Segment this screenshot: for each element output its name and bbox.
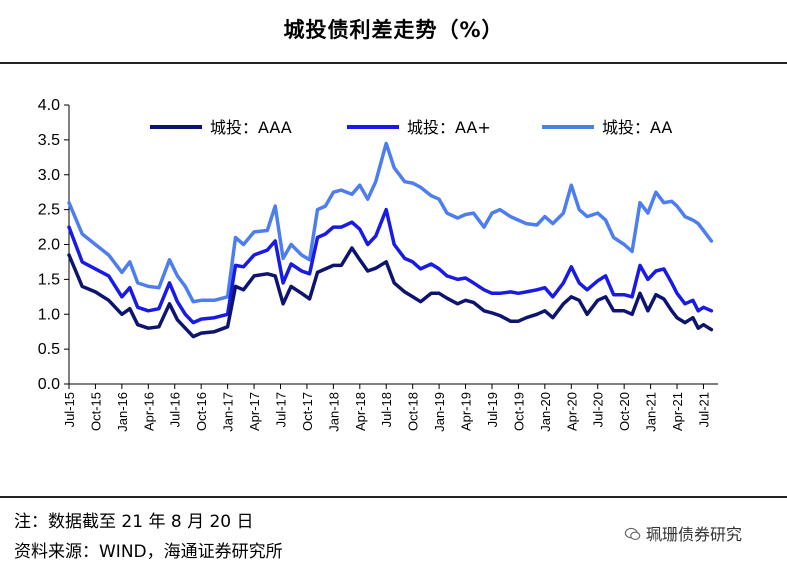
x-tick-label: Oct-18 [406, 392, 421, 431]
x-tick-label: Oct-15 [88, 392, 103, 431]
x-tick-label: Jul-17 [273, 392, 288, 427]
title-bar [0, 0, 787, 64]
x-tick-label: Jan-17 [221, 392, 236, 432]
series-line [67, 141, 714, 304]
y-tick-label: 0.5 [38, 341, 60, 358]
x-tick-label: Jan-20 [538, 392, 553, 432]
x-tick-label: Jan-18 [326, 392, 341, 432]
line-chart: 0.0 0.5 1.0 1.5 2.0 2.5 3.0 3.5 4.0 Jul-15 Oct-15 J… [38, 97, 718, 432]
x-tick-label: Oct-17 [300, 392, 315, 431]
x-tick-label: Apr-16 [141, 392, 156, 431]
y-tick-label: 3.0 [38, 167, 60, 184]
y-tick-label: 1.0 [38, 306, 60, 323]
legend-label: 城投：AA [602, 118, 672, 137]
x-tick-label: Jul-18 [379, 392, 394, 427]
legend-label: 城投：AA+ [407, 118, 491, 137]
source-note: 资料来源：WIND，海通证券研究所 [14, 542, 283, 562]
x-tick-label: Apr-21 [670, 392, 685, 431]
series-line [67, 207, 714, 325]
watermark: 珮珊债券研究 [624, 521, 742, 545]
y-tick-label: 4.0 [38, 97, 60, 114]
x-tick-label: Jan-16 [115, 392, 130, 432]
legend-label: 城投：AAA [210, 118, 292, 137]
x-tick-label: Oct-19 [511, 392, 526, 431]
y-tick-label: 3.5 [38, 132, 60, 149]
series-line [67, 246, 714, 339]
x-tick-label: Jul-19 [485, 392, 500, 427]
chart-title: 城投债利差走势（%） [283, 18, 504, 42]
y-tick-label: 0.0 [38, 376, 60, 393]
x-tick-label: Apr-17 [247, 392, 262, 431]
y-tick-label: 2.5 [38, 202, 60, 219]
x-tick-label: Jul-16 [168, 392, 183, 427]
x-tick-label: Jul-21 [696, 392, 711, 427]
footer-divider [0, 496, 787, 498]
x-tick-label: Jul-20 [591, 392, 606, 427]
x-tick-label: Jan-19 [432, 392, 447, 432]
x-tick-label: Oct-16 [194, 392, 209, 431]
x-tick-label: Jul-15 [62, 392, 77, 427]
x-tick-label: Apr-20 [564, 392, 579, 431]
y-tick-label: 2.0 [38, 237, 60, 254]
watermark-text: 珮珊债券研究 [646, 525, 743, 544]
wechat-icon [624, 527, 641, 540]
x-tick-label: Apr-18 [353, 392, 368, 431]
data-note: 注：数据截至 21 年 8 月 20 日 [14, 512, 254, 532]
y-tick-label: 1.5 [38, 271, 60, 288]
x-tick-label: Apr-19 [459, 392, 474, 431]
x-tick-label: Oct-20 [617, 392, 632, 431]
x-tick-label: Jan-21 [644, 392, 659, 432]
